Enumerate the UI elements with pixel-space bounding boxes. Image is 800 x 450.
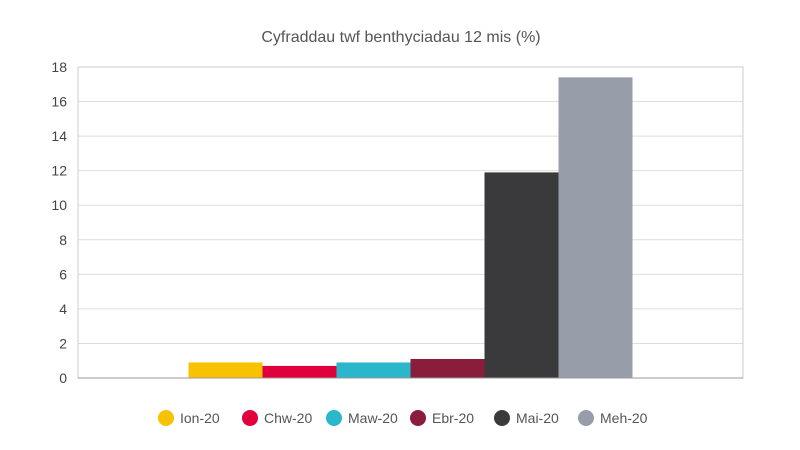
legend-item: Meh-20 <box>578 410 648 426</box>
y-tick-label: 2 <box>59 335 67 351</box>
y-tick-label: 10 <box>51 197 67 213</box>
legend-swatch <box>242 410 258 426</box>
legend-label: Mai-20 <box>516 410 559 426</box>
y-axis-ticks: 0 2 4 6 8 10 12 14 16 18 <box>51 59 67 386</box>
bars <box>188 77 633 378</box>
legend-label: Meh-20 <box>600 410 648 426</box>
bar-chw-20 <box>262 365 337 378</box>
bar-ion-20 <box>188 362 263 378</box>
chart-title: Cyfraddau twf benthyciadau 12 mis (%) <box>261 29 540 46</box>
legend-item: Maw-20 <box>326 410 398 426</box>
y-tick-label: 8 <box>59 232 67 248</box>
plot-frame <box>77 66 744 379</box>
y-tick-label: 18 <box>51 59 67 75</box>
legend-item: Ion-20 <box>158 410 220 426</box>
y-tick-label: 16 <box>51 94 67 110</box>
y-tick-label: 14 <box>51 128 67 144</box>
legend-swatch <box>410 410 426 426</box>
y-tick-label: 4 <box>59 301 67 317</box>
legend-item: Chw-20 <box>242 410 312 426</box>
legend-label: Ion-20 <box>180 410 220 426</box>
y-tick-label: 0 <box>59 370 67 386</box>
legend-label: Maw-20 <box>348 410 398 426</box>
legend-label: Ebr-20 <box>432 410 474 426</box>
bar-maw-20 <box>336 362 411 378</box>
legend: Ion-20 Chw-20 Maw-20 Ebr-20 Mai-20 Meh-20 <box>158 410 648 426</box>
legend-item: Ebr-20 <box>410 410 474 426</box>
legend-swatch <box>494 410 510 426</box>
legend-swatch <box>158 410 174 426</box>
bar-meh-20 <box>558 77 633 378</box>
legend-label: Chw-20 <box>264 410 312 426</box>
bar-ebr-20 <box>410 358 485 378</box>
y-tick-label: 12 <box>51 163 67 179</box>
y-tick-label: 6 <box>59 266 67 282</box>
legend-swatch <box>326 410 342 426</box>
gridlines <box>78 101 743 344</box>
legend-swatch <box>578 410 594 426</box>
legend-item: Mai-20 <box>494 410 559 426</box>
bar-mai-20 <box>484 172 559 378</box>
